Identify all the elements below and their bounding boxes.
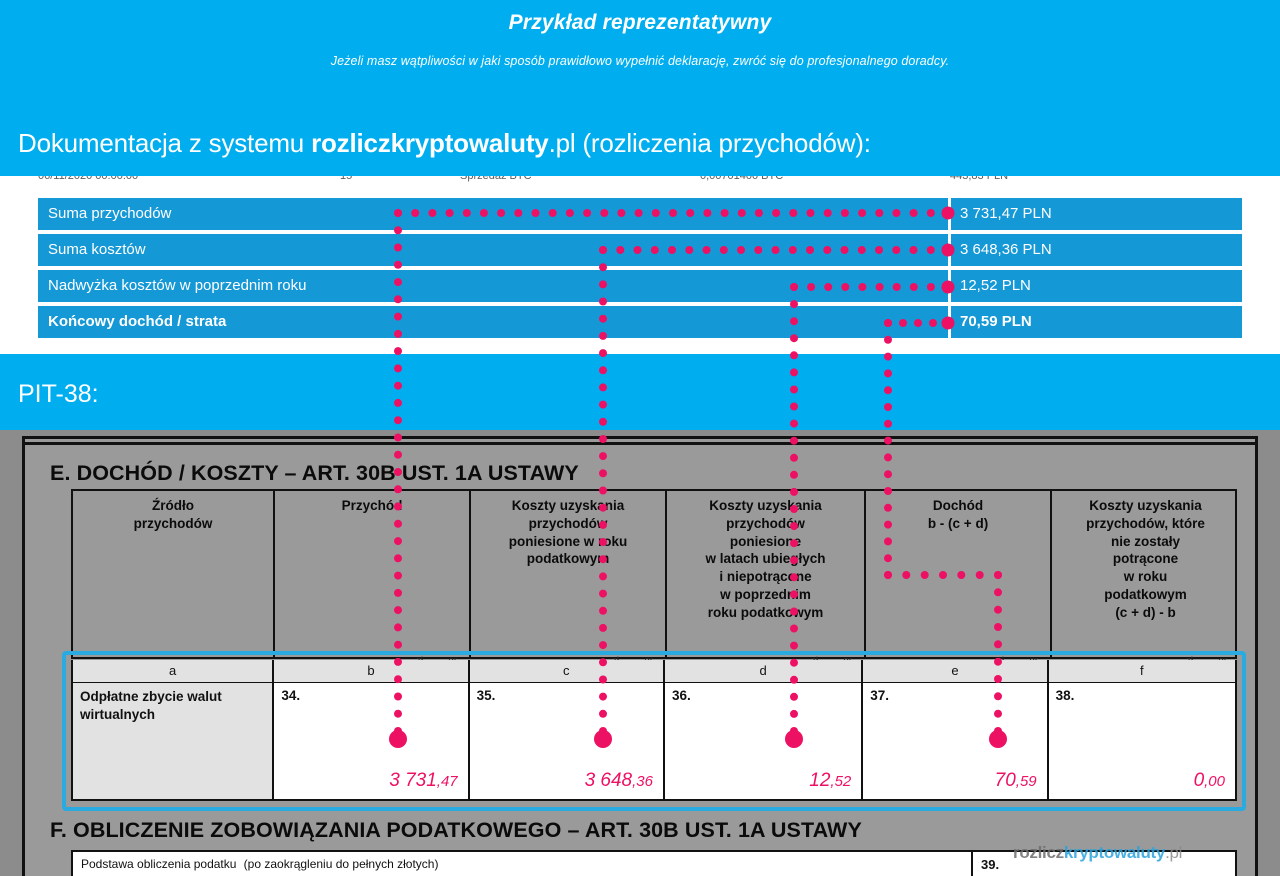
summary-row: Nadwyżka kosztów w poprzednim roku 12,52 … bbox=[38, 270, 1242, 302]
field-value: 3 648,36 bbox=[584, 770, 653, 791]
field-number: 37. bbox=[870, 688, 890, 703]
source-of-income-label: Odpłatne zbycie walut wirtualnych bbox=[80, 689, 222, 722]
field-number: 34. bbox=[281, 688, 301, 703]
field-value: 12,52 bbox=[809, 770, 852, 791]
field-number: 35. bbox=[476, 688, 496, 703]
section-e-value-row: Odpłatne zbycie walut wirtualnych 34. 3 73… bbox=[71, 682, 1237, 801]
clipped-amount: 0,00701400 BTC bbox=[700, 176, 784, 182]
banner-title: Przykład reprezentatywny bbox=[508, 11, 772, 34]
column-header-text: Koszty uzyskania przychodów, które nie zos… bbox=[1086, 498, 1205, 620]
doc-prefix: Dokumentacja z systemu bbox=[18, 128, 312, 158]
section-f-label: Podstawa obliczenia podatku (po zaokrągl… bbox=[81, 857, 439, 871]
section-f-value-cell[interactable]: 39. bbox=[973, 852, 1235, 876]
pit38-band: PIT-38: bbox=[0, 354, 1280, 430]
watermark-logo: rozliczkryptowaluty.pl bbox=[1013, 843, 1182, 863]
section-f-field-number: 39. bbox=[981, 857, 1000, 872]
column-header-text: Źródło przychodów bbox=[133, 498, 213, 531]
summary-sheet: 06/11/2020 00:00:00 15 Sprzedaż BTC 0,00… bbox=[0, 176, 1280, 354]
column-header-b: Przychódzłgr bbox=[275, 491, 471, 666]
column-header-text: Dochód b - (c + d) bbox=[927, 498, 989, 531]
summary-table: Suma przychodów 3 731,47 PLN Suma kosztów 3… bbox=[38, 198, 1242, 342]
summary-row-value: 70,59 PLN bbox=[948, 306, 1032, 338]
field-value: 70,59 bbox=[994, 770, 1037, 791]
field-number: 36. bbox=[671, 688, 691, 703]
column-letter-c: c bbox=[470, 660, 665, 682]
form-field-38[interactable]: 38. 0,00 bbox=[1048, 683, 1235, 799]
clipped-date: 06/11/2020 00:00:00 bbox=[38, 176, 139, 182]
doc-suffix: .pl (rozliczenia przychodów): bbox=[548, 128, 871, 158]
summary-row-label: Suma kosztów bbox=[48, 241, 146, 258]
column-header-a: Źródło przychodów bbox=[73, 491, 275, 657]
column-header-text: Koszty uzyskania przychodów poniesione w la… bbox=[705, 498, 826, 620]
column-letter-b: b bbox=[274, 660, 470, 682]
summary-row: Suma przychodów 3 731,47 PLN bbox=[38, 198, 1242, 230]
field-number: 38. bbox=[1055, 688, 1075, 703]
summary-row: Końcowy dochód / strata 70,59 PLN bbox=[38, 306, 1242, 338]
field-value: 3 731,47 bbox=[389, 770, 458, 791]
watermark-part1: rozlicz bbox=[1013, 843, 1064, 862]
column-header-f: Koszty uzyskania przychodów, które nie zos… bbox=[1052, 491, 1239, 666]
watermark-part3: .pl bbox=[1165, 843, 1183, 862]
column-header-d: Koszty uzyskania przychodów poniesione w la… bbox=[667, 491, 866, 666]
section-f-table: Podstawa obliczenia podatku (po zaokrągl… bbox=[71, 850, 1237, 876]
section-f-label-cell: Podstawa obliczenia podatku (po zaokrągl… bbox=[73, 852, 973, 876]
documentation-heading: Dokumentacja z systemu rozliczkryptowalu… bbox=[18, 128, 871, 159]
clipped-operation: Sprzedaż BTC bbox=[460, 176, 532, 182]
summary-row-value: 12,52 PLN bbox=[948, 270, 1031, 302]
doc-brand: rozliczkryptowaluty bbox=[311, 128, 549, 158]
column-header-c: Koszty uzyskania przychodów poniesione w r… bbox=[471, 491, 667, 666]
form-paper bbox=[22, 436, 1258, 876]
clipped-value: 443,83 PLN bbox=[950, 176, 1009, 182]
column-header-text: Koszty uzyskania przychodów poniesione w r… bbox=[508, 498, 628, 567]
field-value: 0,00 bbox=[1193, 770, 1225, 791]
section-f-title: F. OBLICZENIE ZOBOWIĄZANIA PODATKOWEGO –… bbox=[50, 818, 862, 842]
summary-row-value: 3 648,36 PLN bbox=[948, 234, 1052, 266]
summary-row-label: Suma przychodów bbox=[48, 205, 172, 222]
form-field-37[interactable]: 37. 70,59 bbox=[863, 683, 1049, 799]
form-field-35[interactable]: 35. 3 648,36 bbox=[469, 683, 665, 799]
section-e-title: E. DOCHÓD / KOSZTY – ART. 30B UST. 1A US… bbox=[50, 461, 579, 485]
top-banner: Przykład reprezentatywny Jeżeli masz wąt… bbox=[0, 0, 1280, 176]
summary-row-value: 3 731,47 PLN bbox=[948, 198, 1052, 230]
form-field-34[interactable]: 34. 3 731,47 bbox=[274, 683, 470, 799]
summary-row: Suma kosztów 3 648,36 PLN bbox=[38, 234, 1242, 266]
column-header-text: Przychód bbox=[341, 498, 403, 513]
column-letter-d: d bbox=[665, 660, 864, 682]
source-of-income-cell: Odpłatne zbycie walut wirtualnych bbox=[73, 683, 275, 799]
summary-row-label: Końcowy dochód / strata bbox=[48, 313, 227, 330]
column-letter-e: e bbox=[863, 660, 1049, 682]
summary-row-label: Nadwyżka kosztów w poprzednim roku bbox=[48, 277, 307, 294]
pit38-label: PIT-38: bbox=[18, 380, 99, 408]
form-field-36[interactable]: 36. 12,52 bbox=[664, 683, 864, 799]
column-letter-f: f bbox=[1140, 663, 1144, 678]
column-letter-a: a bbox=[73, 660, 275, 682]
banner-subtitle: Jeżeli masz wątpliwości w jaki sposób pr… bbox=[330, 54, 950, 68]
form-edge-right bbox=[1255, 439, 1258, 876]
clipped-transaction-row: 06/11/2020 00:00:00 15 Sprzedaż BTC 0,00… bbox=[0, 176, 1280, 184]
watermark-part2: kryptowaluty bbox=[1063, 843, 1166, 862]
clipped-index: 15 bbox=[340, 176, 353, 182]
form-edge-left bbox=[22, 439, 25, 876]
